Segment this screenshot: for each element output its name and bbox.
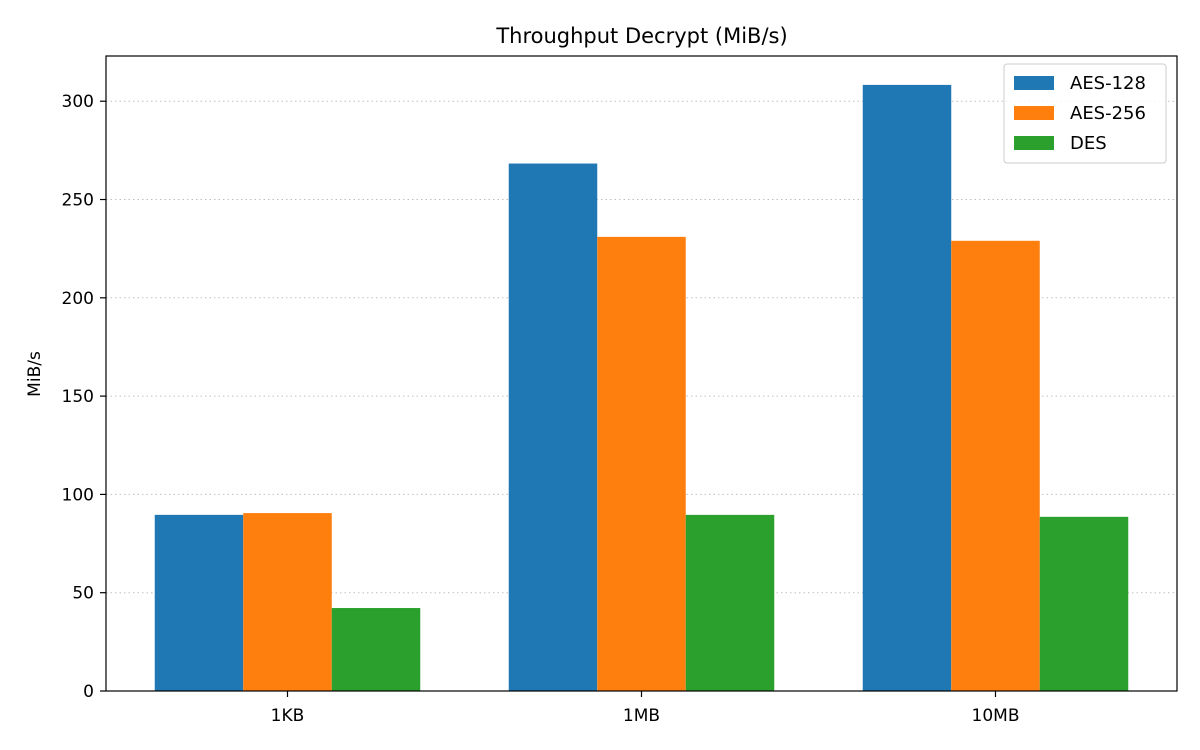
y-tick-label: 50 <box>72 584 94 604</box>
bar-aes-128-10mb <box>862 84 952 691</box>
legend-swatch <box>1014 106 1054 120</box>
x-tick-label: 1KB <box>271 706 305 726</box>
bar-des-1mb <box>685 514 775 691</box>
legend: AES-128 AES-256 DES <box>1003 63 1167 164</box>
legend-label: DES <box>1070 133 1107 154</box>
y-tick-label: 0 <box>83 682 94 702</box>
y-tick-label: 200 <box>62 289 94 309</box>
bar-des-1kb <box>331 608 421 691</box>
bar-aes-256-1kb <box>243 513 332 691</box>
x-tick-label: 10MB <box>972 706 1020 726</box>
bar-aes-128-1mb <box>508 163 598 691</box>
legend-label: AES-256 <box>1070 103 1146 124</box>
y-tick-label: 100 <box>62 485 94 505</box>
chart-title: Throughput Decrypt (MiB/s) <box>495 24 787 48</box>
legend-swatch <box>1014 136 1054 150</box>
bar-aes-256-10mb <box>951 240 1040 691</box>
y-tick-label: 250 <box>62 191 94 211</box>
bar-aes-128-1kb <box>154 514 244 691</box>
bar-des-10mb <box>1039 516 1129 691</box>
legend-label: AES-128 <box>1070 73 1146 94</box>
y-tick-label: 150 <box>62 387 94 407</box>
bars <box>154 84 1129 691</box>
x-tick-label: 1MB <box>623 706 660 726</box>
legend-swatch <box>1014 76 1054 90</box>
axes: 0 50 100 150 200 250 300 1KB 1MB 10MB <box>62 55 1178 726</box>
y-axis-label: MiB/s <box>25 351 45 397</box>
bar-aes-256-1mb <box>597 236 686 691</box>
y-tick-label: 300 <box>62 92 94 112</box>
